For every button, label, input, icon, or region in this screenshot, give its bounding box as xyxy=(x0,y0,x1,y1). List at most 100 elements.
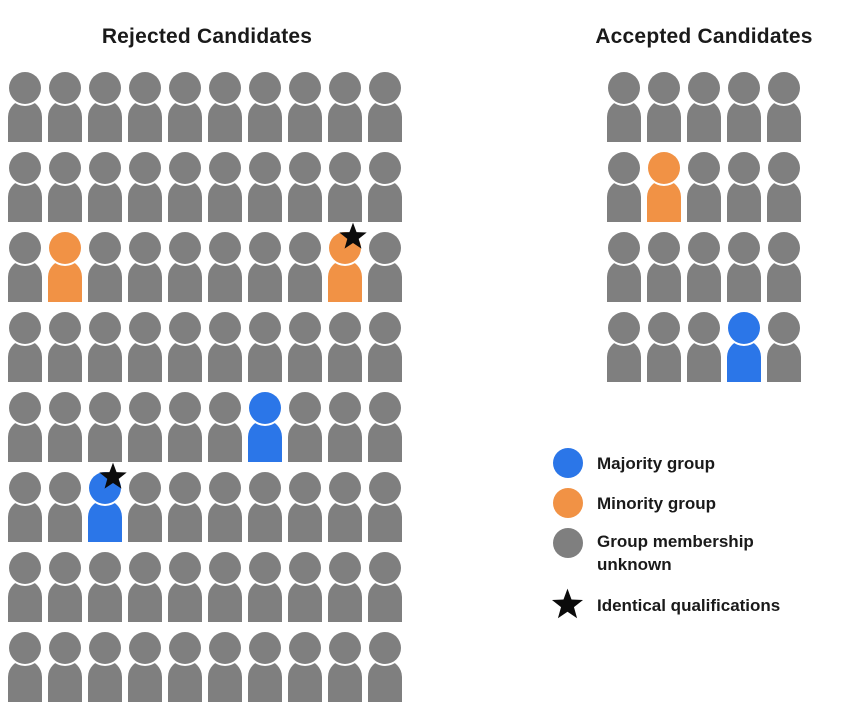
legend-item-unknown: Group membership unknown xyxy=(553,528,769,576)
person-torso xyxy=(128,260,162,302)
person-icon-unknown xyxy=(8,232,42,302)
person-head xyxy=(768,232,800,264)
person-icon-unknown xyxy=(8,632,42,702)
person-torso xyxy=(607,180,641,222)
person-torso xyxy=(128,660,162,702)
person-icon-unknown xyxy=(208,152,242,222)
person-icon-unknown xyxy=(368,152,402,222)
person-icon-minority xyxy=(48,232,82,302)
person-icon-unknown xyxy=(128,552,162,622)
person-head xyxy=(289,472,321,504)
person-icon-unknown xyxy=(48,312,82,382)
person-icon-unknown xyxy=(8,552,42,622)
person-torso xyxy=(368,180,402,222)
person-icon-minority xyxy=(328,222,367,302)
star-icon xyxy=(99,462,127,489)
person-torso xyxy=(48,500,82,542)
person-torso xyxy=(8,500,42,542)
person-icon-unknown xyxy=(88,552,122,622)
person-head xyxy=(89,632,121,664)
person-head xyxy=(289,552,321,584)
person-torso xyxy=(607,340,641,382)
person-icon-unknown xyxy=(168,632,202,702)
person-torso xyxy=(48,420,82,462)
person-icon-unknown xyxy=(208,472,242,542)
person-head xyxy=(648,232,680,264)
person-torso xyxy=(8,340,42,382)
person-icon-unknown xyxy=(248,632,282,702)
person-torso xyxy=(208,660,242,702)
person-icon-unknown xyxy=(288,632,322,702)
person-torso xyxy=(288,580,322,622)
person-head xyxy=(289,632,321,664)
person-head xyxy=(289,152,321,184)
person-head xyxy=(89,552,121,584)
person-torso xyxy=(248,500,282,542)
person-icon-unknown xyxy=(208,552,242,622)
person-icon-unknown xyxy=(248,232,282,302)
person-head xyxy=(249,72,281,104)
person-icon-unknown xyxy=(88,312,122,382)
rejected-candidates-grid xyxy=(8,72,402,702)
person-icon-unknown xyxy=(88,632,122,702)
person-torso xyxy=(288,500,322,542)
person-torso xyxy=(8,580,42,622)
person-torso xyxy=(727,260,761,302)
person-torso xyxy=(128,420,162,462)
person-torso xyxy=(368,420,402,462)
legend-label-identical-qualifications: Identical qualifications xyxy=(597,595,781,615)
person-head xyxy=(289,312,321,344)
person-head xyxy=(329,472,361,504)
person-torso xyxy=(647,260,681,302)
person-head xyxy=(608,152,640,184)
person-torso xyxy=(248,580,282,622)
person-icon-unknown xyxy=(208,632,242,702)
person-head xyxy=(209,72,241,104)
person-torso xyxy=(168,180,202,222)
person-icon-unknown xyxy=(168,152,202,222)
person-torso xyxy=(88,420,122,462)
person-head xyxy=(648,72,680,104)
person-icon-unknown xyxy=(727,152,761,222)
person-icon-unknown xyxy=(328,632,362,702)
person-head xyxy=(688,72,720,104)
person-head xyxy=(169,552,201,584)
person-icon-unknown xyxy=(687,312,721,382)
person-icon-unknown xyxy=(368,472,402,542)
person-icon-majority xyxy=(248,392,282,462)
legend-label-majority: Majority group xyxy=(597,453,716,473)
person-head xyxy=(209,312,241,344)
person-head xyxy=(9,632,41,664)
person-head xyxy=(648,152,680,184)
person-head xyxy=(249,232,281,264)
person-icon-majority xyxy=(727,312,761,382)
person-head xyxy=(608,232,640,264)
person-head xyxy=(648,312,680,344)
person-head xyxy=(169,152,201,184)
person-head xyxy=(329,552,361,584)
person-torso xyxy=(248,660,282,702)
person-torso xyxy=(328,660,362,702)
person-icon-unknown xyxy=(328,152,362,222)
person-icon-unknown xyxy=(168,392,202,462)
person-head xyxy=(169,632,201,664)
person-head xyxy=(249,472,281,504)
person-head xyxy=(169,472,201,504)
person-torso xyxy=(88,100,122,142)
majority-group-swatch xyxy=(553,448,583,478)
person-head xyxy=(49,632,81,664)
person-icon-unknown xyxy=(647,232,681,302)
person-head xyxy=(329,392,361,424)
person-torso xyxy=(288,180,322,222)
accepted-panel-title: Accepted Candidates xyxy=(595,25,813,48)
person-torso xyxy=(328,420,362,462)
person-head xyxy=(608,312,640,344)
person-icon-unknown xyxy=(168,472,202,542)
person-head xyxy=(289,232,321,264)
person-head xyxy=(369,72,401,104)
person-head xyxy=(329,632,361,664)
person-torso xyxy=(368,660,402,702)
person-head xyxy=(209,392,241,424)
person-icon-unknown xyxy=(328,472,362,542)
